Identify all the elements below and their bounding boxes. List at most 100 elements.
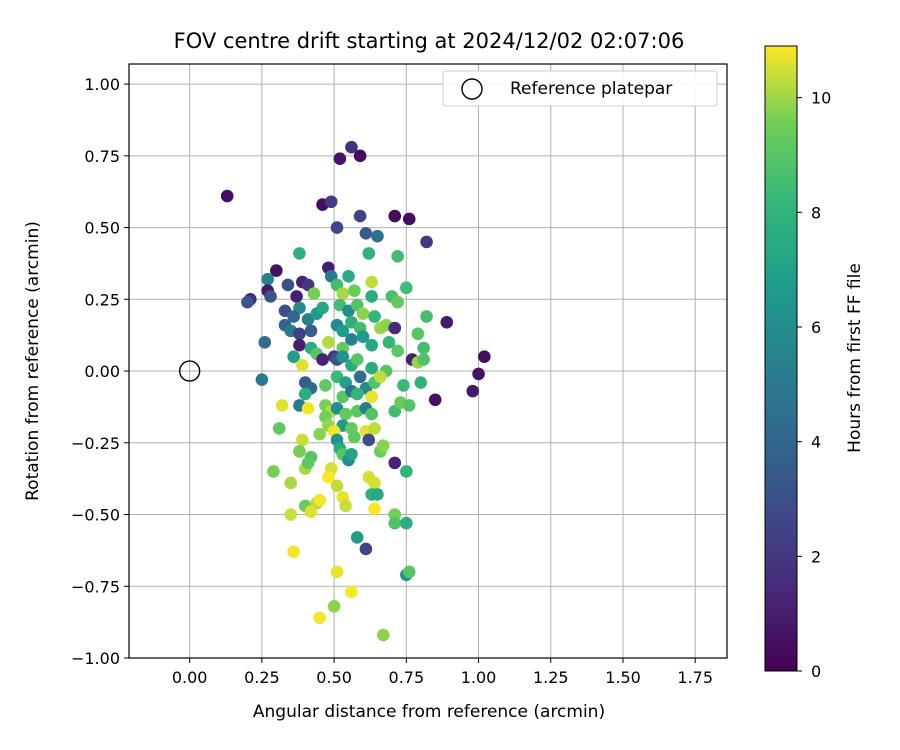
colorbar-tick-label: 10 <box>811 89 831 108</box>
scatter-point <box>362 247 376 260</box>
scatter-point <box>348 430 361 444</box>
colorbar-tick-label: 6 <box>811 318 821 337</box>
scatter-point <box>272 422 286 435</box>
scatter-point <box>353 149 367 163</box>
scatter-point <box>220 189 234 203</box>
scatter-point <box>293 445 306 458</box>
y-axis-ticks: −1.00 −0.75 −0.50 −0.25 0.00 0.25 0.50 0.75 1.00 <box>71 75 129 668</box>
scatter-point <box>290 290 303 303</box>
legend-marker-icon <box>461 78 483 100</box>
scatter-point <box>336 341 350 355</box>
legend-box <box>442 70 718 107</box>
scatter-point <box>264 290 277 303</box>
scatter-point <box>287 350 300 363</box>
scatter-point <box>359 542 373 556</box>
y-tick-label: −0.25 <box>71 434 120 453</box>
scatter-point <box>336 350 350 363</box>
x-tick-label: 0.00 <box>172 668 208 687</box>
scatter-point <box>333 152 347 165</box>
scatter-point <box>402 212 416 226</box>
colorbar-tick-label: 0 <box>811 662 821 681</box>
x-tick-label: 0.50 <box>316 668 352 687</box>
scatter-point <box>296 359 309 372</box>
scatter-point <box>362 433 376 447</box>
scatter-point <box>420 310 433 323</box>
y-tick-label: 0.00 <box>84 362 120 381</box>
scatter-point <box>348 284 361 297</box>
y-tick-label: −1.00 <box>71 649 120 668</box>
scatter-point <box>313 493 326 507</box>
y-tick-label: 0.75 <box>84 147 120 166</box>
colorbar: 0 2 4 6 8 10 Hours from first FF file <box>764 45 865 681</box>
scatter-point <box>345 447 358 461</box>
legend: Reference platepar <box>442 70 718 107</box>
scatter-point <box>353 209 367 223</box>
scatter-point <box>368 422 381 435</box>
scatter-point <box>388 321 402 335</box>
scatter-point <box>313 427 326 441</box>
scatter-point <box>376 628 390 642</box>
x-tick-label: 1.75 <box>677 668 713 687</box>
scatter-point <box>402 565 416 579</box>
scatter-point <box>304 505 318 518</box>
scatter-point <box>411 327 425 341</box>
x-tick-label: 1.00 <box>461 668 497 687</box>
scatter-point <box>414 376 428 389</box>
x-tick-label: 0.25 <box>244 668 280 687</box>
scatter-point <box>281 278 295 292</box>
scatter-point <box>342 270 355 283</box>
scatter-point <box>345 140 358 154</box>
scatter-point <box>241 295 254 309</box>
grid <box>129 64 727 659</box>
scatter-point <box>371 488 384 501</box>
scatter-point <box>402 399 416 412</box>
scatter-point <box>356 307 370 320</box>
scatter-point <box>304 324 318 338</box>
scatter-point <box>388 508 402 521</box>
scatter-point <box>345 333 358 346</box>
scatter-point <box>327 600 341 613</box>
scatter-point <box>336 324 350 338</box>
scatter-point <box>339 407 352 421</box>
legend-label: Reference platepar <box>510 79 672 99</box>
scatter-point <box>420 235 433 249</box>
reference-platepar-marker <box>178 360 201 382</box>
scatter-point <box>368 476 381 490</box>
scatter-point <box>307 287 321 300</box>
x-tick-label: 1.50 <box>605 668 641 687</box>
colorbar-tick-label: 2 <box>811 547 821 566</box>
scatter-point <box>287 310 300 323</box>
scatter-point <box>293 327 306 341</box>
y-tick-label: −0.50 <box>71 506 120 525</box>
scatter-point <box>400 281 413 295</box>
scatter-point <box>382 336 396 349</box>
scatter-point <box>388 209 402 223</box>
scatter-point <box>376 439 390 452</box>
scatter-point <box>270 264 283 277</box>
scatter-point <box>368 310 381 323</box>
scatter-point <box>301 402 315 415</box>
x-tick-label: 0.75 <box>389 668 425 687</box>
scatter-point <box>417 353 430 366</box>
plot-frame <box>128 63 728 659</box>
scatter-point <box>374 370 387 384</box>
scatter-point <box>365 275 378 289</box>
scatter-point <box>353 370 367 384</box>
scatter-point <box>350 353 364 366</box>
colorbar-label: Hours from first FF file <box>845 263 865 453</box>
scatter-point <box>466 384 480 398</box>
x-axis-ticks: 0.00 0.25 0.50 0.75 1.00 1.25 1.50 1.75 <box>172 658 713 687</box>
scatter-point <box>275 399 289 412</box>
scatter-point <box>287 545 300 559</box>
scatter-point <box>365 338 378 352</box>
scatter-point <box>350 531 364 544</box>
scatter-point <box>301 456 315 470</box>
scatter-point <box>400 516 413 530</box>
scatter-point <box>255 373 269 386</box>
scatter-point <box>339 499 352 513</box>
scatter-point <box>345 585 358 599</box>
scatter-point <box>319 379 332 392</box>
colorbar-scale <box>764 45 798 672</box>
scatter-point <box>365 407 378 421</box>
scatter-point <box>293 247 306 260</box>
